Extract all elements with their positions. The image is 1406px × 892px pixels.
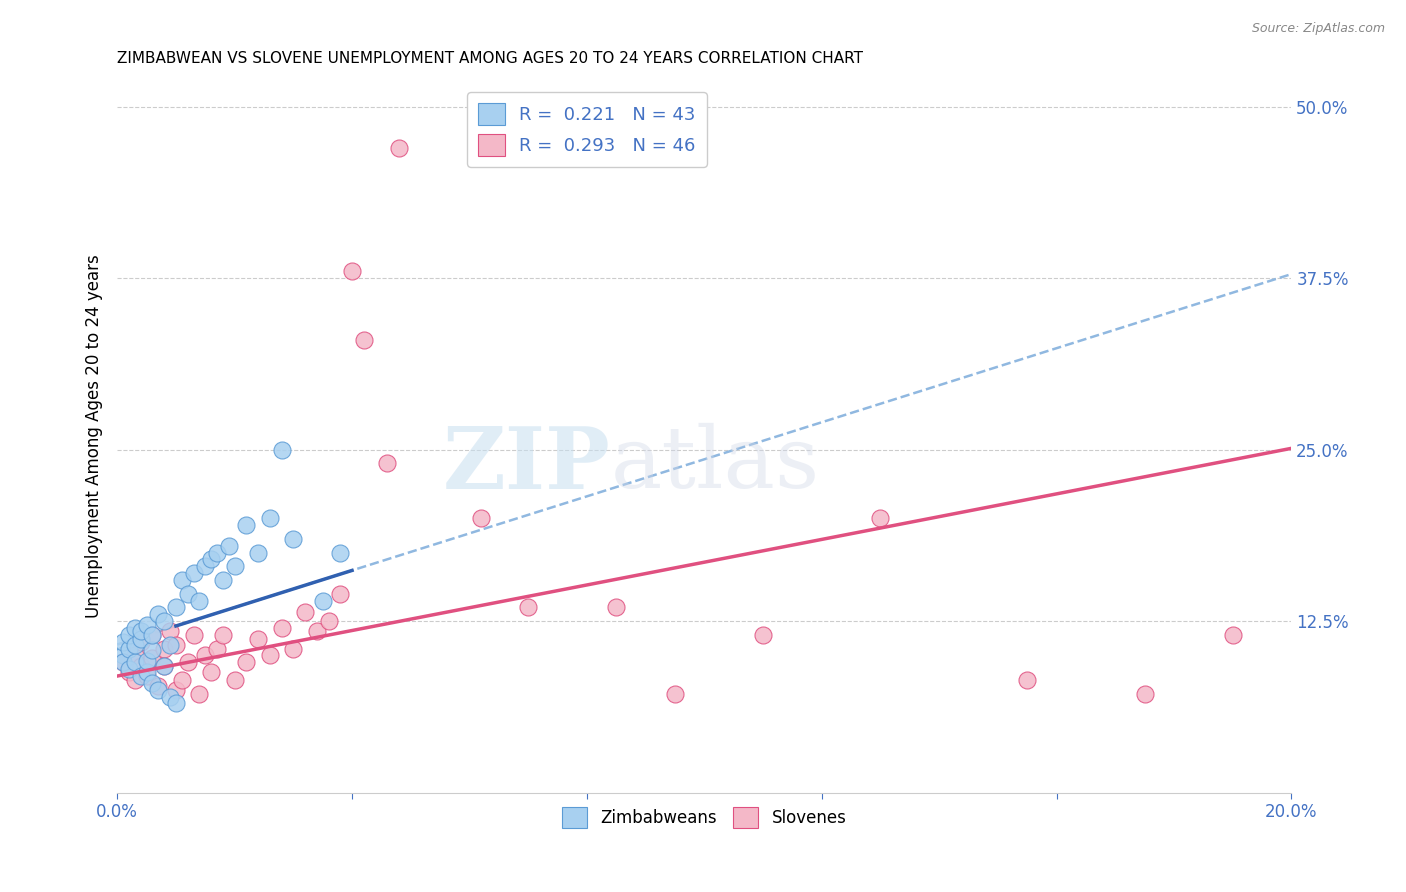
Point — [135, 669, 157, 683]
Point — [141, 628, 163, 642]
Point — [375, 457, 398, 471]
Point — [148, 682, 170, 697]
Point — [1133, 687, 1156, 701]
Point — [353, 333, 375, 347]
Point — [153, 659, 176, 673]
Point — [129, 659, 152, 673]
Point — [470, 511, 492, 525]
Point — [259, 648, 281, 663]
Point — [183, 628, 205, 642]
Point — [247, 546, 270, 560]
Point — [135, 665, 157, 679]
Point — [165, 600, 187, 615]
Point — [153, 641, 176, 656]
Point — [124, 638, 146, 652]
Point — [329, 546, 352, 560]
Point — [124, 648, 146, 663]
Point — [129, 624, 152, 638]
Point — [159, 690, 181, 704]
Point — [170, 573, 193, 587]
Point — [283, 532, 305, 546]
Point — [212, 573, 235, 587]
Point — [129, 632, 152, 646]
Point — [1222, 628, 1244, 642]
Point — [194, 648, 217, 663]
Point — [224, 559, 246, 574]
Point — [218, 539, 240, 553]
Point — [194, 559, 217, 574]
Point — [1017, 673, 1039, 688]
Point — [112, 656, 135, 670]
Text: ZIMBABWEAN VS SLOVENE UNEMPLOYMENT AMONG AGES 20 TO 24 YEARS CORRELATION CHART: ZIMBABWEAN VS SLOVENE UNEMPLOYMENT AMONG… — [117, 51, 863, 66]
Point — [165, 682, 187, 697]
Point — [118, 665, 141, 679]
Point — [294, 605, 316, 619]
Point — [112, 648, 135, 663]
Text: ZIP: ZIP — [443, 423, 610, 507]
Point — [388, 141, 411, 155]
Point — [124, 656, 146, 670]
Point — [141, 643, 163, 657]
Point — [259, 511, 281, 525]
Point — [247, 632, 270, 646]
Point — [148, 679, 170, 693]
Point — [664, 687, 686, 701]
Point — [135, 618, 157, 632]
Point — [159, 638, 181, 652]
Point — [283, 641, 305, 656]
Point — [188, 687, 211, 701]
Point — [112, 656, 135, 670]
Point — [141, 651, 163, 665]
Point — [170, 673, 193, 688]
Point — [305, 624, 328, 638]
Point — [148, 607, 170, 622]
Legend: Zimbabweans, Slovenes: Zimbabweans, Slovenes — [555, 801, 853, 834]
Point — [176, 656, 198, 670]
Point — [869, 511, 891, 525]
Point — [200, 552, 222, 566]
Text: Source: ZipAtlas.com: Source: ZipAtlas.com — [1251, 22, 1385, 36]
Point — [212, 628, 235, 642]
Point — [605, 600, 627, 615]
Point — [124, 621, 146, 635]
Point — [159, 624, 181, 638]
Point — [176, 587, 198, 601]
Point — [118, 628, 141, 642]
Point — [200, 665, 222, 679]
Point — [224, 673, 246, 688]
Point — [183, 566, 205, 581]
Y-axis label: Unemployment Among Ages 20 to 24 years: Unemployment Among Ages 20 to 24 years — [86, 254, 103, 618]
Point — [318, 614, 340, 628]
Point — [135, 654, 157, 668]
Point — [517, 600, 540, 615]
Point — [235, 518, 257, 533]
Point — [340, 264, 363, 278]
Point — [205, 546, 228, 560]
Point — [118, 641, 141, 656]
Point — [311, 593, 333, 607]
Point — [129, 634, 152, 648]
Point — [141, 628, 163, 642]
Point — [205, 641, 228, 656]
Point — [118, 662, 141, 676]
Point — [188, 593, 211, 607]
Point — [153, 614, 176, 628]
Point — [329, 587, 352, 601]
Point — [124, 673, 146, 688]
Point — [165, 697, 187, 711]
Text: atlas: atlas — [610, 423, 820, 506]
Point — [112, 634, 135, 648]
Point — [129, 669, 152, 683]
Point — [153, 659, 176, 673]
Point — [270, 621, 292, 635]
Point — [165, 638, 187, 652]
Point — [235, 656, 257, 670]
Point — [141, 676, 163, 690]
Point — [752, 628, 775, 642]
Point — [270, 442, 292, 457]
